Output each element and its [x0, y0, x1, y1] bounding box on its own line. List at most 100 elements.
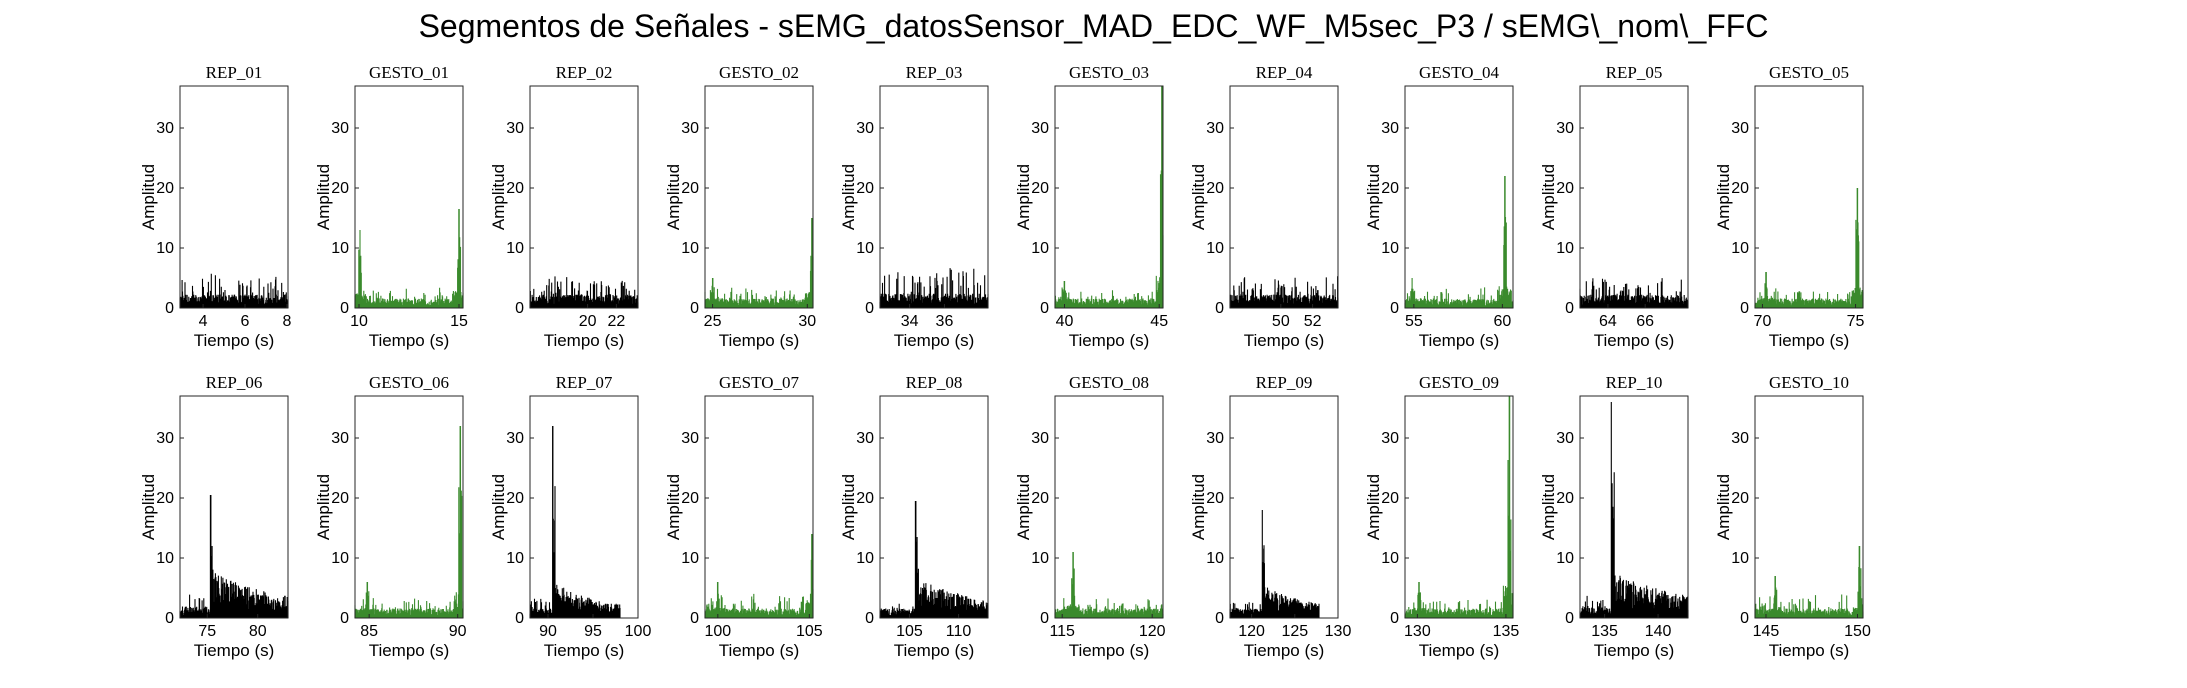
- y-tick-label: 0: [1740, 610, 1749, 627]
- y-tick-label: 30: [681, 430, 699, 447]
- subplot-rep-02: 0 10 20 30 20 22 REP_02 Tiempo (s) Amplitud: [489, 63, 639, 350]
- y-tick-label: 20: [1031, 490, 1049, 507]
- y-tick-label: 30: [156, 120, 174, 137]
- y-tick-label: 20: [1556, 490, 1574, 507]
- y-tick-label: 10: [1031, 550, 1049, 567]
- x-axis-label: Tiempo (s): [1594, 641, 1675, 660]
- subplot-rep-06: 0 10 20 30 75 80 REP_06 Tiempo (s) Amplitud: [139, 373, 289, 660]
- x-tick-label: 150: [1844, 623, 1871, 640]
- y-tick-label: 0: [1040, 300, 1049, 317]
- axes-box: [879, 85, 989, 309]
- x-axis-label: Tiempo (s): [544, 331, 625, 350]
- x-axis-label: Tiempo (s): [369, 331, 450, 350]
- axes-box: [1579, 395, 1689, 619]
- subplot-title: REP_07: [556, 373, 613, 392]
- y-tick-label: 10: [331, 550, 349, 567]
- y-tick-label: 30: [506, 430, 524, 447]
- signal-trace: [1579, 278, 1689, 308]
- y-tick-label: 20: [506, 490, 524, 507]
- axes-box: [1054, 85, 1164, 309]
- axes-box: [179, 395, 289, 619]
- y-axis-label: Amplitud: [314, 164, 333, 230]
- x-axis-label: Tiempo (s): [1069, 641, 1150, 660]
- y-tick-label: 10: [156, 240, 174, 257]
- subplot-title: REP_03: [906, 63, 963, 82]
- axes-box: [1754, 85, 1864, 309]
- x-axis-label: Tiempo (s): [369, 641, 450, 660]
- y-axis-label: Amplitud: [1364, 164, 1383, 230]
- y-tick-label: 30: [1031, 430, 1049, 447]
- x-tick-label: 105: [796, 623, 823, 640]
- x-axis-label: Tiempo (s): [1244, 331, 1325, 350]
- y-tick-label: 10: [506, 240, 524, 257]
- y-tick-label: 10: [331, 240, 349, 257]
- subplot-gesto-09: 0 10 20 30 130 135 GESTO_09 Tiempo (s) Amplitud: [1364, 373, 1519, 660]
- y-tick-label: 0: [1390, 300, 1399, 317]
- y-tick-label: 10: [156, 550, 174, 567]
- x-tick-label: 100: [704, 623, 731, 640]
- axes-box: [354, 395, 464, 619]
- y-tick-label: 30: [1556, 430, 1574, 447]
- y-tick-label: 30: [506, 120, 524, 137]
- x-tick-label: 10: [350, 313, 368, 330]
- x-tick-label: 110: [946, 623, 972, 640]
- axes-box: [179, 85, 289, 309]
- signal-trace: [879, 501, 989, 618]
- y-axis-label: Amplitud: [139, 474, 158, 540]
- subplot-title: REP_08: [906, 373, 963, 392]
- y-tick-label: 20: [156, 490, 174, 507]
- x-axis-label: Tiempo (s): [194, 641, 275, 660]
- x-axis-label: Tiempo (s): [894, 331, 975, 350]
- x-tick-label: 115: [1049, 623, 1075, 640]
- y-axis-label: Amplitud: [839, 474, 858, 540]
- subplot-rep-03: 0 10 20 30 34 36 REP_03 Tiempo (s) Amplitud: [839, 63, 989, 350]
- subplot-title: GESTO_05: [1769, 63, 1849, 82]
- y-tick-label: 20: [1206, 180, 1224, 197]
- axes-box: [1404, 395, 1514, 619]
- y-tick-label: 0: [1040, 610, 1049, 627]
- axes-box: [1229, 85, 1339, 309]
- subplot-rep-09: 0 10 20 30 120 125 130 REP_09 Tiempo (s) Amplitud: [1189, 373, 1351, 660]
- subplot-title: GESTO_06: [369, 373, 449, 392]
- x-tick-label: 6: [241, 313, 250, 330]
- y-tick-label: 10: [1206, 550, 1224, 567]
- y-tick-label: 30: [681, 120, 699, 137]
- y-tick-label: 30: [1556, 120, 1574, 137]
- subplot-title: GESTO_04: [1419, 63, 1499, 82]
- subplot-rep-05: 0 10 20 30 64 66 REP_05 Tiempo (s) Amplitud: [1539, 63, 1689, 350]
- subplot-title: REP_09: [1256, 373, 1313, 392]
- subplot-title: GESTO_07: [719, 373, 799, 392]
- x-tick-label: 135: [1591, 623, 1618, 640]
- signal-trace: [354, 426, 464, 618]
- axes-box: [1054, 395, 1164, 619]
- y-axis-label: Amplitud: [489, 164, 508, 230]
- y-tick-label: 10: [1381, 550, 1399, 567]
- subplot-title: GESTO_01: [369, 63, 449, 82]
- y-tick-label: 30: [331, 120, 349, 137]
- axes-box: [354, 85, 464, 309]
- y-tick-label: 30: [1381, 120, 1399, 137]
- y-tick-label: 0: [515, 300, 524, 317]
- y-axis-label: Amplitud: [489, 474, 508, 540]
- y-tick-label: 0: [865, 300, 874, 317]
- y-axis-label: Amplitud: [1189, 474, 1208, 540]
- x-axis-label: Tiempo (s): [1069, 331, 1150, 350]
- y-axis-label: Amplitud: [839, 164, 858, 230]
- subplot-title: REP_10: [1606, 373, 1663, 392]
- y-tick-label: 0: [1565, 300, 1574, 317]
- x-tick-label: 125: [1281, 623, 1308, 640]
- x-tick-label: 100: [625, 623, 652, 640]
- signal-trace: [704, 534, 814, 618]
- y-tick-label: 20: [331, 180, 349, 197]
- y-tick-label: 20: [1731, 490, 1749, 507]
- y-tick-label: 20: [1206, 490, 1224, 507]
- x-tick-label: 135: [1493, 623, 1520, 640]
- y-axis-label: Amplitud: [1189, 164, 1208, 230]
- y-tick-label: 30: [856, 120, 874, 137]
- x-tick-label: 30: [798, 313, 816, 330]
- y-axis-label: Amplitud: [1014, 164, 1033, 230]
- y-axis-label: Amplitud: [1714, 474, 1733, 540]
- x-tick-label: 22: [608, 313, 626, 330]
- x-axis-label: Tiempo (s): [894, 641, 975, 660]
- y-tick-label: 0: [1390, 610, 1399, 627]
